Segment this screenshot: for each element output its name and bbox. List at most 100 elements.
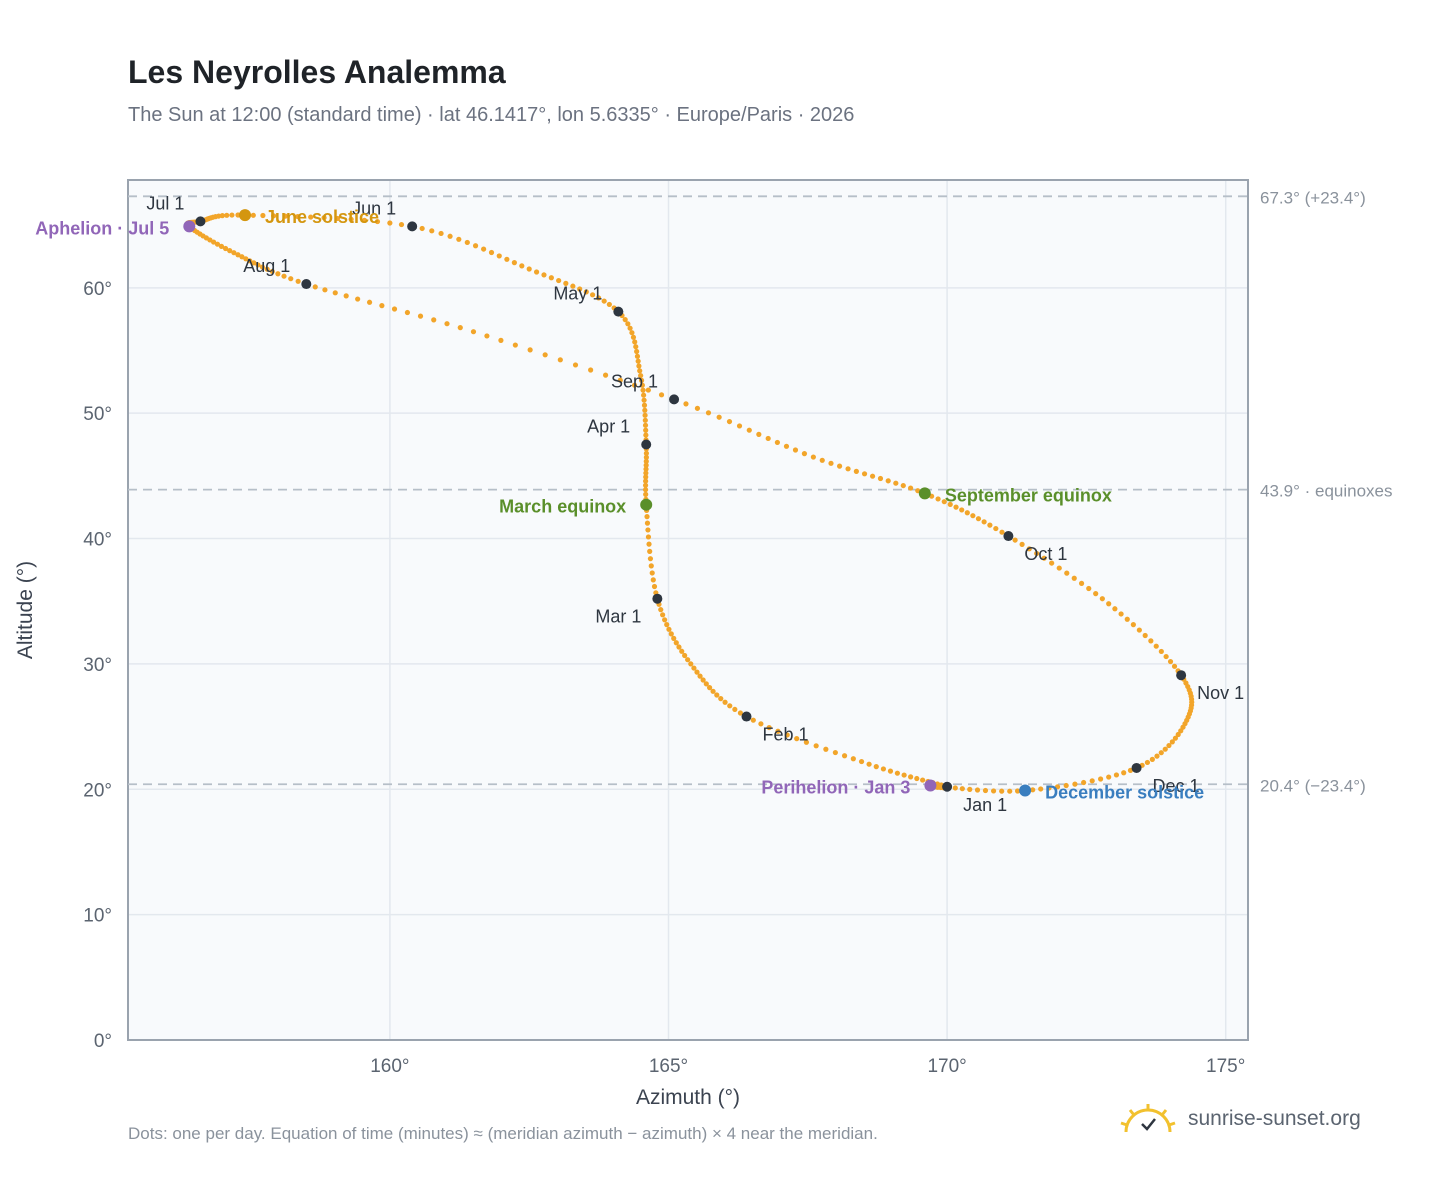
daily-dot <box>1148 638 1154 644</box>
event-label: Perihelion · Jan 3 <box>761 778 910 798</box>
y-tick-label: 30° <box>83 655 112 676</box>
daily-dot <box>643 470 649 476</box>
daily-dot <box>644 514 650 520</box>
daily-dot <box>647 556 654 562</box>
daily-dot <box>645 387 651 393</box>
daily-dot <box>649 570 655 576</box>
daily-dot <box>572 362 579 368</box>
daily-dot <box>710 688 716 694</box>
daily-dot <box>361 217 368 223</box>
daily-dot <box>633 344 639 350</box>
daily-dot <box>1106 774 1112 780</box>
daily-dot <box>792 447 799 453</box>
daily-dot <box>281 273 287 279</box>
daily-dot <box>1072 781 1078 787</box>
daily-dot <box>438 230 444 237</box>
daily-dot <box>861 471 868 477</box>
daily-dot <box>885 478 891 484</box>
daily-dot <box>643 474 649 480</box>
daily-dot <box>1014 788 1021 794</box>
daily-dot <box>527 347 533 353</box>
daily-dot <box>295 278 301 284</box>
daily-dot <box>602 372 609 378</box>
daily-dot <box>685 657 691 663</box>
daily-dot <box>671 635 677 641</box>
y-tick-label: 50° <box>83 404 112 425</box>
month-marker <box>301 279 312 290</box>
daily-dot <box>1121 770 1127 776</box>
x-tick-label: 175° <box>1206 1056 1245 1077</box>
daily-dot <box>570 283 576 289</box>
month-marker <box>1176 670 1187 681</box>
daily-dot <box>794 736 800 742</box>
daily-dot <box>705 410 712 416</box>
daily-dot <box>1162 746 1168 752</box>
y-tick-label: 0° <box>94 1031 112 1052</box>
month-label: Feb 1 <box>763 725 809 745</box>
daily-dot <box>873 764 879 770</box>
daily-dot <box>660 612 666 618</box>
daily-dot <box>1163 653 1169 660</box>
daily-dot <box>947 501 953 508</box>
daily-dot <box>643 466 649 472</box>
event-marker <box>1019 784 1032 797</box>
daily-dot <box>374 218 381 225</box>
daily-dot <box>828 460 834 466</box>
daily-dot <box>1078 580 1085 586</box>
daily-dot <box>643 458 649 464</box>
daily-dot <box>1154 753 1160 759</box>
daily-dot <box>1142 632 1148 639</box>
daily-dot <box>398 221 405 228</box>
daily-dot <box>900 482 906 489</box>
daily-dot <box>813 743 819 749</box>
daily-dot <box>869 473 876 479</box>
daily-dot <box>636 363 642 369</box>
daily-dot <box>1097 776 1104 782</box>
daily-dot <box>706 685 713 691</box>
reference-line-label: 67.3° (+23.4°) <box>1260 188 1366 207</box>
month-label: Mar 1 <box>595 607 641 627</box>
daily-dot <box>736 423 743 429</box>
daily-dot <box>638 372 644 379</box>
daily-dot <box>541 272 547 278</box>
daily-dot <box>635 358 641 364</box>
daily-dot <box>703 681 709 687</box>
daily-dot <box>627 325 633 331</box>
daily-dot <box>1153 643 1159 649</box>
daily-dot <box>999 529 1005 535</box>
daily-dot <box>269 268 275 275</box>
y-tick-label: 60° <box>83 279 112 300</box>
daily-dot <box>556 277 562 284</box>
daily-dot <box>648 563 654 569</box>
daily-dot <box>853 468 859 474</box>
daily-dot <box>850 756 856 762</box>
daily-dot <box>504 256 510 262</box>
daily-dot <box>959 507 965 513</box>
daily-dot <box>1113 772 1120 778</box>
daily-dot <box>251 260 257 266</box>
month-marker <box>613 306 624 317</box>
daily-dot <box>694 669 700 675</box>
daily-dot <box>643 450 650 456</box>
event-marker <box>640 498 653 511</box>
daily-dot <box>766 724 772 731</box>
footer-note: Dots: one per day. Equation of time (min… <box>128 1124 878 1143</box>
month-label: Apr 1 <box>587 417 630 437</box>
daily-dot <box>1054 784 1061 790</box>
daily-dot <box>1038 786 1044 792</box>
daily-dot <box>1167 658 1174 665</box>
daily-dot <box>866 761 872 767</box>
daily-dot <box>1166 742 1172 749</box>
daily-dot <box>810 454 816 460</box>
sun-logo-icon <box>1120 1104 1176 1133</box>
daily-dot <box>222 245 229 252</box>
month-label: Jun 1 <box>352 198 396 218</box>
daily-dot <box>666 626 672 632</box>
brand[interactable]: sunrise-sunset.org <box>1120 1102 1361 1136</box>
daily-dot <box>732 706 738 713</box>
daily-dot <box>481 246 487 252</box>
plot-frame <box>127 179 1249 1041</box>
daily-dot <box>737 710 744 716</box>
x-tick-label: 160° <box>370 1056 409 1077</box>
month-label: Aug 1 <box>243 256 290 276</box>
